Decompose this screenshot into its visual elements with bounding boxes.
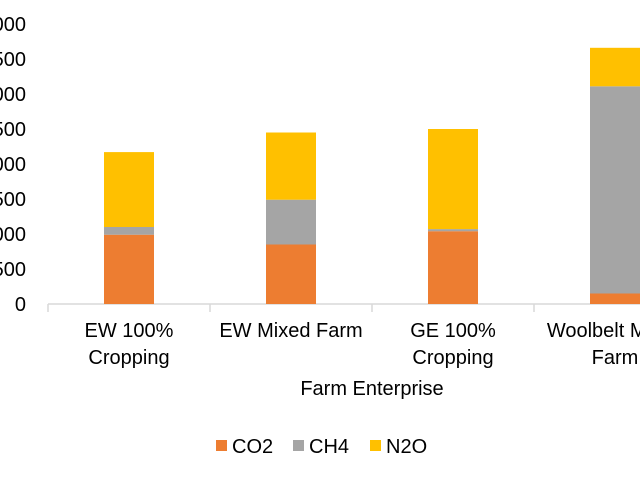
category-label: Woolbelt Mixed — [547, 320, 640, 342]
bar-segment-ch4 — [104, 227, 154, 235]
y-tick-label: 1000 — [0, 224, 26, 246]
y-tick-label: 2500 — [0, 119, 26, 141]
legend-label: CH4 — [309, 436, 349, 458]
y-tick-label: 2000 — [0, 154, 26, 176]
y-tick-label: 4000 — [0, 14, 26, 36]
legend: CO2 CH4 N2O — [216, 436, 427, 458]
y-tick-label: 3000 — [0, 84, 26, 106]
category-label: EW 100% — [85, 320, 174, 342]
legend-label: N2O — [386, 436, 427, 458]
category-label: Cropping — [412, 347, 493, 369]
bar-segment-ch4 — [266, 199, 316, 245]
bar-segment-co2 — [104, 234, 154, 304]
bar-segment-co2 — [266, 244, 316, 304]
y-tick-label: 500 — [0, 259, 26, 281]
x-axis-title: Farm Enterprise — [300, 378, 443, 400]
legend-label: CO2 — [232, 436, 273, 458]
legend-swatch-ch4 — [293, 440, 304, 451]
bar-segment-ch4 — [590, 86, 640, 294]
x-axis-tick-marks — [47, 304, 535, 312]
y-tick-label: 0 — [15, 294, 26, 316]
category-label: GE 100% — [410, 320, 496, 342]
category-label: Cropping — [88, 347, 169, 369]
bar-segment-n2o — [590, 47, 640, 87]
bar-segment-ch4 — [428, 229, 478, 232]
category-labels: EW 100% Cropping EW Mixed Farm GE 100% Cropp… — [85, 320, 640, 369]
bar-segment-co2 — [428, 231, 478, 304]
bar-segment-n2o — [104, 152, 154, 227]
legend-swatch-co2 — [216, 440, 227, 451]
y-tick-label: 3500 — [0, 49, 26, 71]
bar-segment-co2 — [590, 293, 640, 304]
y-axis-ticks: 0 500 1000 1500 2000 2500 3000 3500 4000 — [0, 14, 26, 316]
category-label: Farm — [592, 347, 639, 369]
y-tick-label: 1500 — [0, 189, 26, 211]
bar-segment-n2o — [266, 132, 316, 200]
bars — [104, 47, 640, 304]
bar-segment-n2o — [428, 129, 478, 230]
category-label: EW Mixed Farm — [219, 320, 362, 342]
legend-swatch-n2o — [370, 440, 381, 451]
